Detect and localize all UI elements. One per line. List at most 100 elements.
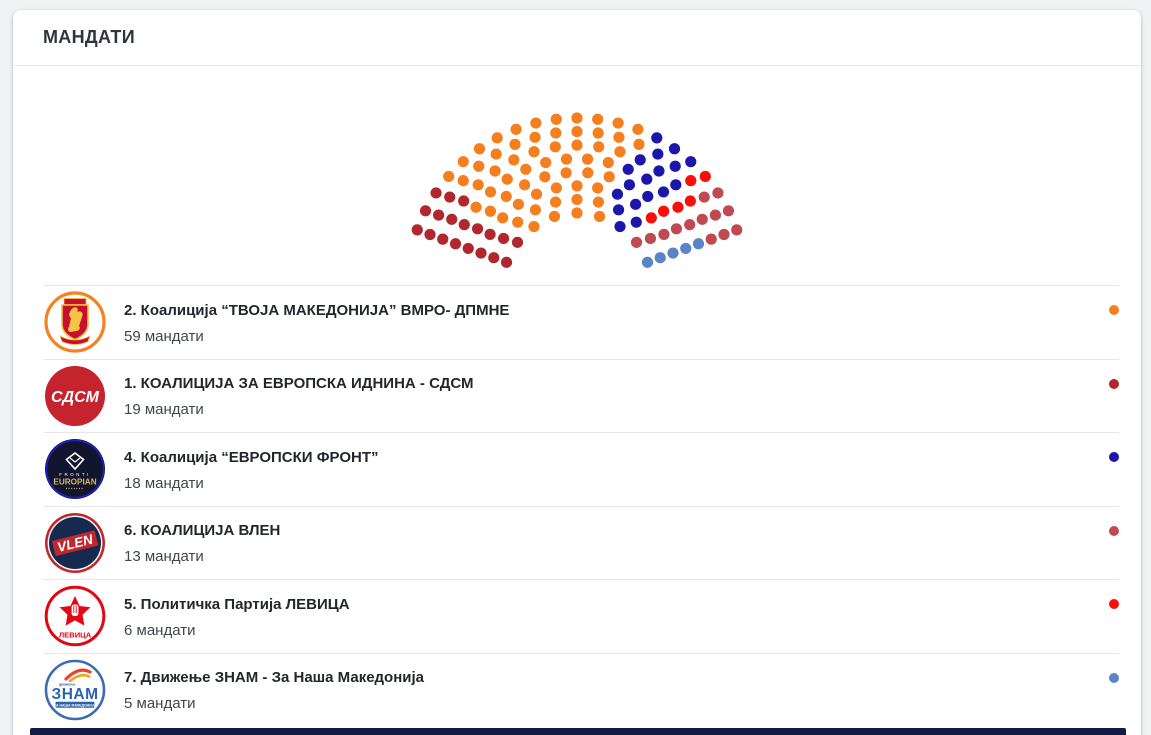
seat-dot [550, 113, 562, 125]
seat-dot [549, 196, 562, 208]
seat-dot [548, 210, 561, 223]
seat-dot [592, 196, 605, 208]
seat-dot [457, 156, 469, 168]
party-color-dot [1109, 452, 1119, 463]
seat-dot [592, 113, 604, 125]
seat-dot [592, 182, 604, 194]
seat-dot [560, 153, 573, 165]
seat-dot [612, 204, 625, 216]
svg-text:ЗНАМ: ЗНАМ [51, 686, 98, 703]
seat-dot [712, 187, 724, 199]
sdsm-logo: СДСМ [45, 365, 105, 426]
parliament-chart-svg [411, 112, 743, 268]
seat-dot [672, 201, 684, 213]
seat-dot [444, 191, 456, 203]
party-seats: 6 мандати [124, 621, 196, 639]
seat-dot [497, 212, 509, 224]
card-header: МАНДАТИ [13, 10, 1141, 66]
seat-dot [685, 175, 697, 187]
seat-dot [592, 127, 604, 139]
seat-dot [630, 236, 643, 248]
seat-dot [449, 238, 462, 250]
seat-dot [696, 213, 708, 225]
seat-dot [433, 209, 445, 221]
seat-dot [549, 141, 561, 153]
party-seats: 5 мандати [124, 695, 196, 713]
seat-dot [614, 220, 626, 233]
seat-dot [475, 247, 487, 259]
seat-dot [645, 212, 657, 224]
seat-dot [511, 236, 524, 248]
party-color-dot [1109, 525, 1119, 536]
vmro-dpmne-logo [44, 291, 106, 353]
seat-dot [419, 205, 432, 217]
seat-dot [658, 228, 670, 240]
seat-dot [602, 156, 614, 169]
seat-dot [437, 233, 449, 245]
party-title: 1. КОАЛИЦИЈА ЗА ЕВРОПСКА ИДНИНА - СДСМ [124, 375, 474, 393]
party-seats: 18 мандати [124, 474, 204, 492]
seat-dot [718, 228, 730, 241]
seat-dot [699, 170, 711, 183]
seat-dot [654, 252, 666, 264]
seat-dot [472, 179, 484, 191]
seat-dot [593, 141, 605, 153]
seat-dot [500, 190, 512, 203]
seat-dot [519, 179, 531, 191]
list-item-vmro-dpmne[interactable]: 2. Коалиција “ТВОЈА МАКЕДОНИЈА” ВМРО- ДП… [44, 285, 1119, 359]
seat-dot [612, 117, 624, 129]
seat-dot [731, 224, 743, 236]
party-seats: 13 мандати [124, 548, 204, 566]
party-title: 6. КОАЛИЦИЈА ВЛЕН [124, 522, 281, 540]
party-title: 5. Политичка Партија ЛЕВИЦА [124, 595, 350, 613]
seat-dot [593, 210, 606, 223]
page-title: МАНДАТИ [43, 27, 135, 47]
seat-dot [430, 187, 442, 199]
seat-dot [530, 117, 542, 129]
seat-dot [644, 232, 657, 245]
seat-dot [470, 201, 482, 213]
seat-dot [633, 138, 645, 150]
mandates-card: МАНДАТИ 2. Коалиција “ТВОЈА МАКЕДОНИЈА” … [13, 10, 1141, 735]
seat-dot [528, 220, 540, 233]
seat-dot [571, 139, 583, 151]
seat-dot [520, 163, 532, 175]
seat-dot [632, 123, 644, 135]
svg-text:EUROPIAN: EUROPIAN [53, 478, 96, 487]
seat-dot [539, 171, 551, 183]
list-item-vlen[interactable]: VLEN 6. КОАЛИЦИЈА ВЛЕН 13 мандати [44, 505, 1119, 580]
seat-dot [508, 154, 520, 166]
list-item-sdsm[interactable]: СДСМ 1. КОАЛИЦИЈА ЗА ЕВРОПСКА ИДНИНА - С… [44, 358, 1119, 433]
list-item-european-front[interactable]: FRONTI EUROPIAN 4. Коалиција “ЕВРОПСКИ Ф… [44, 432, 1119, 506]
list-item-levica[interactable]: ЛЕВИЦА 5. Политичка Партија ЛЕВИЦА 6 ман… [44, 579, 1119, 653]
list-item-znam[interactable]: движење ЗНАМ ЗА НАША МАКЕДОНИЈА 7. Движе… [44, 652, 1119, 727]
list-item-body: 1. КОАЛИЦИЈА ЗА ЕВРОПСКА ИДНИНА - СДСМ 1… [124, 372, 1119, 419]
seat-dot [458, 219, 470, 231]
seat-dot [550, 127, 562, 139]
seat-dot [657, 186, 670, 198]
seat-dot [571, 180, 583, 192]
seat-dot [622, 163, 634, 175]
list-item-body: 6. КОАЛИЦИЈА ВЛЕН 13 мандати [124, 519, 1119, 566]
seat-dot [497, 232, 510, 245]
seat-dot [651, 132, 663, 144]
seat-dot [571, 125, 583, 138]
party-seats: 59 мандати [124, 327, 204, 345]
seat-dot [667, 247, 679, 259]
levica-logo: ЛЕВИЦА [44, 585, 106, 647]
seat-dot [484, 228, 496, 240]
party-seats: 19 мандати [124, 401, 204, 419]
seat-dot [443, 170, 455, 183]
seat-dot [540, 156, 552, 169]
seat-dot [692, 238, 705, 250]
party-list: 2. Коалиција “ТВОЈА МАКЕДОНИЈА” ВМРО- ДП… [44, 285, 1119, 726]
seat-dot [709, 209, 721, 221]
party-title: 2. Коалиција “ТВОЈА МАКЕДОНИЈА” ВМРО- ДП… [124, 301, 510, 319]
list-item-body: 7. Движење ЗНАМ - За Наша Македонија 5 м… [124, 666, 1119, 713]
seat-dot [446, 213, 458, 225]
seat-dot [630, 216, 642, 228]
party-color-dot [1109, 305, 1119, 316]
seat-dot [529, 204, 542, 216]
seat-dot [471, 223, 484, 235]
znam-logo: движење ЗНАМ ЗА НАША МАКЕДОНИЈА [44, 659, 106, 721]
